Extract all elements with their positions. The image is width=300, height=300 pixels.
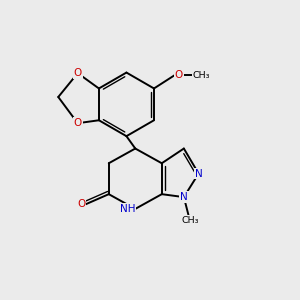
Text: O: O <box>74 68 82 78</box>
Text: NH: NH <box>120 204 135 214</box>
Text: N: N <box>180 192 188 202</box>
Text: CH₃: CH₃ <box>193 71 210 80</box>
Text: N: N <box>195 169 203 178</box>
Text: CH₃: CH₃ <box>181 216 199 225</box>
Text: O: O <box>74 118 82 128</box>
Text: O: O <box>175 70 183 80</box>
Text: O: O <box>77 200 85 209</box>
